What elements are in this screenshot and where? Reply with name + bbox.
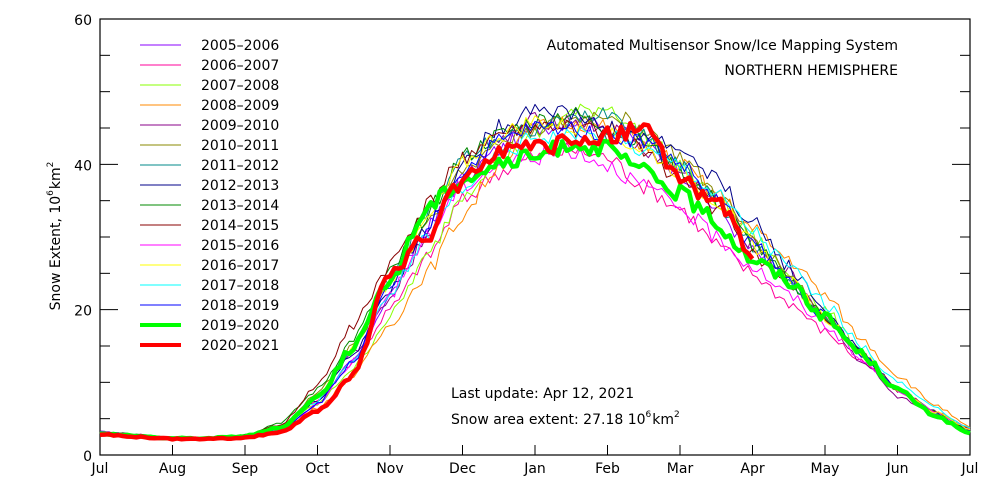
ylabel-unit: km [48,167,64,189]
x-tick-label: Apr [740,461,764,477]
legend-label: 2013–2014 [201,198,279,214]
y-tick-label: 60 [74,13,92,29]
extent-exp: 6 [646,410,652,420]
y-tick-label: 40 [74,158,92,174]
x-axis: Jul Aug Sep Oct Nov Dec Jan Feb Mar Apr May Jun Jul [91,445,979,477]
legend-label: 2019–2020 [201,318,279,334]
extent-prefix: Snow area extent: 27.18 10 [451,412,646,428]
chart-subtitle: NORTHERN HEMISPHERE [724,63,898,79]
legend-label: 2008–2009 [201,98,279,114]
legend-label: 2011–2012 [201,158,279,174]
extent-unit: km [652,412,674,428]
legend-label: 2015–2016 [201,238,279,254]
series-lines [99,103,971,442]
legend-label: 2006–2007 [201,58,279,74]
x-tick-label: Nov [376,461,403,477]
x-tick-label: Sep [232,461,259,477]
x-tick-label: Mar [667,461,694,477]
extent-unit-exp: 2 [674,410,680,420]
y-tick-label: 20 [74,304,92,320]
ylabel-exp: 6 [46,190,56,196]
legend-label: 2017–2018 [201,278,279,294]
y-tick-label: 0 [83,449,92,465]
y-axis-label: Snow Extent, 106km2 [46,162,64,311]
x-tick-label: Dec [449,461,476,477]
x-tick-label: May [811,461,840,477]
x-tick-label: Aug [159,461,186,477]
legend-label: 2014–2015 [201,218,279,234]
x-tick-label: Jul [961,461,979,477]
legend-label: 2018–2019 [201,298,279,314]
legend: 2005–2006 2006–2007 2007–2008 2008–2009 2009… [140,38,279,354]
legend-label: 2020–2021 [201,338,279,354]
x-tick-label: Jun [886,461,909,477]
y-axis: 0 20 40 60 [74,13,970,465]
x-tick-label: Jan [523,461,546,477]
legend-label: 2009–2010 [201,118,279,134]
chart-title: Automated Multisensor Snow/Ice Mapping S… [547,38,898,54]
snow-extent-annotation: Snow area extent: 27.18 106km2 [451,410,680,428]
last-update-annotation: Last update: Apr 12, 2021 [451,386,634,402]
ylabel-unit-exp: 2 [46,162,56,168]
x-tick-label: Jul [91,461,109,477]
legend-label: 2012–2013 [201,178,279,194]
x-tick-label: Feb [595,461,620,477]
legend-label: 2010–2011 [201,138,279,154]
x-tick-label: Oct [305,461,330,477]
legend-label: 2016–2017 [201,258,279,274]
ylabel-main: Snow Extent, 10 [48,196,64,311]
series-line-2020-2021 [99,120,755,442]
legend-label: 2005–2006 [201,38,279,54]
legend-label: 2007–2008 [201,78,279,94]
